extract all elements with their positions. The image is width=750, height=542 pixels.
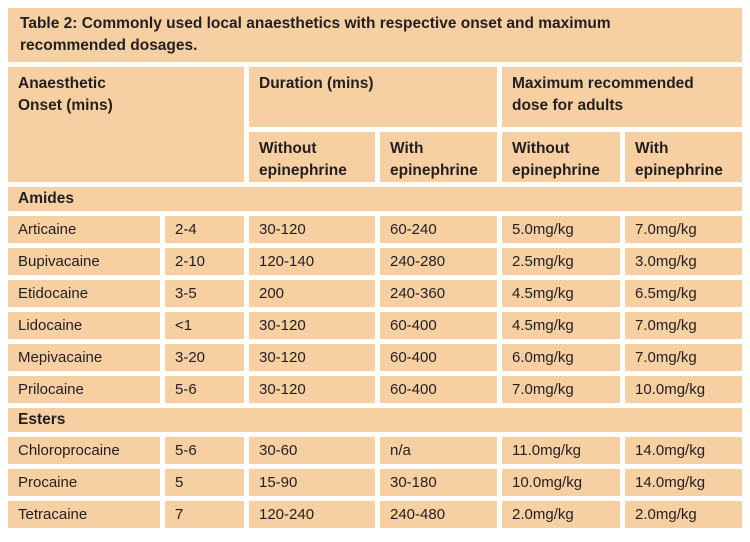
anaesthetic-cell: Mepivacaine: [8, 344, 160, 371]
table-title-row: Table 2: Commonly used local anaesthetic…: [8, 8, 743, 62]
duration-with-epinephrine-cell: 60-240: [380, 216, 497, 243]
subheader-line: epinephrine: [512, 162, 600, 179]
subheader-line: With: [635, 140, 669, 157]
subheader-duration-without-epinephrine: Without epinephrine: [249, 132, 375, 182]
anaesthetic-cell: Prilocaine: [8, 376, 160, 403]
subheader-line: Without: [512, 140, 570, 157]
duration-with-epinephrine-cell: 240-360: [380, 280, 497, 307]
onset-cell: 3-20: [165, 344, 244, 371]
row-bupivacaine: Bupivacaine 2-10 120-140 240-280 2.5mg/k…: [8, 248, 743, 275]
row-procaine: Procaine 5 15-90 30-180 10.0mg/kg 14.0mg…: [8, 469, 743, 496]
duration-without-epinephrine-cell: 30-60: [249, 437, 375, 464]
max-dose-without-epinephrine-cell: 11.0mg/kg: [502, 437, 620, 464]
section-row-esters: Esters: [8, 408, 743, 432]
subheader-line: epinephrine: [635, 162, 723, 179]
row-tetracaine: Tetracaine 7 120-240 240-480 2.0mg/kg 2.…: [8, 501, 743, 528]
max-dose-without-epinephrine-cell: 4.5mg/kg: [502, 280, 620, 307]
duration-with-epinephrine-cell: 60-400: [380, 344, 497, 371]
section-row-amides: Amides: [8, 187, 743, 211]
duration-without-epinephrine-cell: 15-90: [249, 469, 375, 496]
duration-with-epinephrine-cell: 240-280: [380, 248, 497, 275]
onset-cell: 5-6: [165, 376, 244, 403]
anaesthetic-cell: Lidocaine: [8, 312, 160, 339]
onset-cell: <1: [165, 312, 244, 339]
header-max-dose-line-1: Maximum recommended: [512, 75, 694, 92]
header-max-dose-line-2: dose for adults: [512, 97, 624, 114]
table-title-line-1: Table 2: Commonly used local anaesthetic…: [20, 15, 611, 32]
max-dose-with-epinephrine-cell: 14.0mg/kg: [625, 469, 743, 496]
subheader-max-without-epinephrine: Without epinephrine: [502, 132, 620, 182]
max-dose-with-epinephrine-cell: 7.0mg/kg: [625, 216, 743, 243]
section-label-amides: Amides: [8, 187, 743, 211]
row-articaine: Articaine 2-4 30-120 60-240 5.0mg/kg 7.0…: [8, 216, 743, 243]
max-dose-with-epinephrine-cell: 7.0mg/kg: [625, 344, 743, 371]
row-lidocaine: Lidocaine <1 30-120 60-400 4.5mg/kg 7.0m…: [8, 312, 743, 339]
anaesthetic-cell: Procaine: [8, 469, 160, 496]
subheader-line: epinephrine: [390, 162, 478, 179]
subheader-row: Without epinephrine With epinephrine Wit…: [8, 132, 743, 182]
max-dose-without-epinephrine-cell: 2.0mg/kg: [502, 501, 620, 528]
row-etidocaine: Etidocaine 3-5 200 240-360 4.5mg/kg 6.5m…: [8, 280, 743, 307]
section-label-esters: Esters: [8, 408, 743, 432]
duration-with-epinephrine-cell: 60-400: [380, 376, 497, 403]
duration-without-epinephrine-cell: 120-240: [249, 501, 375, 528]
max-dose-with-epinephrine-cell: 7.0mg/kg: [625, 312, 743, 339]
max-dose-without-epinephrine-cell: 5.0mg/kg: [502, 216, 620, 243]
onset-cell: 5: [165, 469, 244, 496]
max-dose-without-epinephrine-cell: 6.0mg/kg: [502, 344, 620, 371]
subheader-line: Without: [259, 140, 317, 157]
header-duration: Duration (mins): [249, 67, 497, 127]
header-duration-line: Duration (mins): [259, 75, 374, 92]
max-dose-without-epinephrine-cell: 2.5mg/kg: [502, 248, 620, 275]
max-dose-with-epinephrine-cell: 10.0mg/kg: [625, 376, 743, 403]
duration-without-epinephrine-cell: 30-120: [249, 376, 375, 403]
anaesthetic-cell: Chloroprocaine: [8, 437, 160, 464]
subheader-max-with-epinephrine: With epinephrine: [625, 132, 743, 182]
max-dose-without-epinephrine-cell: 7.0mg/kg: [502, 376, 620, 403]
max-dose-without-epinephrine-cell: 10.0mg/kg: [502, 469, 620, 496]
anaesthetic-cell: Bupivacaine: [8, 248, 160, 275]
max-dose-without-epinephrine-cell: 4.5mg/kg: [502, 312, 620, 339]
onset-cell: 2-10: [165, 248, 244, 275]
anaesthetic-cell: Etidocaine: [8, 280, 160, 307]
column-group-header-row: Anaesthetic Onset (mins) Duration (mins)…: [8, 67, 743, 182]
duration-with-epinephrine-cell: 240-480: [380, 501, 497, 528]
header-anaesthetic-onset: Anaesthetic Onset (mins): [8, 67, 244, 182]
duration-with-epinephrine-cell: 30-180: [380, 469, 497, 496]
row-chloroprocaine: Chloroprocaine 5-6 30-60 n/a 11.0mg/kg 1…: [8, 437, 743, 464]
duration-with-epinephrine-cell: 60-400: [380, 312, 497, 339]
subheader-duration-with-epinephrine: With epinephrine: [380, 132, 497, 182]
max-dose-with-epinephrine-cell: 3.0mg/kg: [625, 248, 743, 275]
anaesthetics-table: Table 2: Commonly used local anaesthetic…: [3, 3, 747, 533]
subheader-line: epinephrine: [259, 162, 347, 179]
duration-without-epinephrine-cell: 30-120: [249, 344, 375, 371]
anaesthetic-cell: Tetracaine: [8, 501, 160, 528]
onset-cell: 2-4: [165, 216, 244, 243]
duration-without-epinephrine-cell: 200: [249, 280, 375, 307]
table-title-line-2: recommended dosages.: [20, 37, 198, 54]
onset-cell: 7: [165, 501, 244, 528]
header-max-dose: Maximum recommended dose for adults: [502, 67, 743, 127]
anaesthetic-cell: Articaine: [8, 216, 160, 243]
duration-without-epinephrine-cell: 30-120: [249, 312, 375, 339]
subheader-line: With: [390, 140, 424, 157]
row-mepivacaine: Mepivacaine 3-20 30-120 60-400 6.0mg/kg …: [8, 344, 743, 371]
max-dose-with-epinephrine-cell: 14.0mg/kg: [625, 437, 743, 464]
duration-with-epinephrine-cell: n/a: [380, 437, 497, 464]
duration-without-epinephrine-cell: 30-120: [249, 216, 375, 243]
header-anaesthetic-line: Anaesthetic: [18, 75, 106, 92]
max-dose-with-epinephrine-cell: 2.0mg/kg: [625, 501, 743, 528]
max-dose-with-epinephrine-cell: 6.5mg/kg: [625, 280, 743, 307]
onset-cell: 5-6: [165, 437, 244, 464]
duration-without-epinephrine-cell: 120-140: [249, 248, 375, 275]
table-title: Table 2: Commonly used local anaesthetic…: [8, 8, 743, 62]
header-onset-line: Onset (mins): [18, 97, 113, 114]
onset-cell: 3-5: [165, 280, 244, 307]
row-prilocaine: Prilocaine 5-6 30-120 60-400 7.0mg/kg 10…: [8, 376, 743, 403]
